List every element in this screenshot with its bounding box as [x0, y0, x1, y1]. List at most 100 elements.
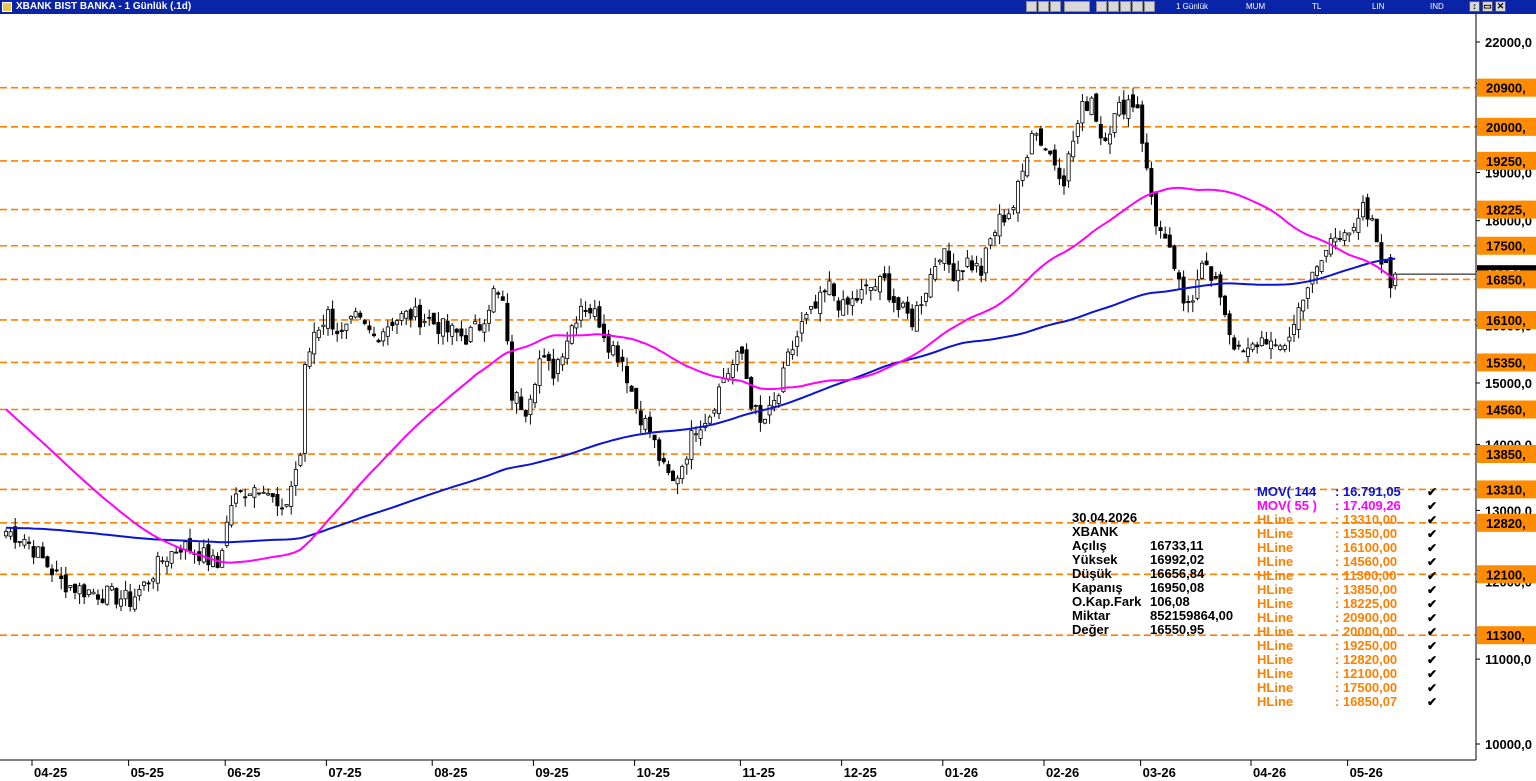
pencil-icon[interactable] [1120, 1, 1131, 12]
candle-body [1062, 175, 1067, 187]
chart-type-menu[interactable]: MUM [1246, 2, 1266, 11]
visibility-check-icon[interactable]: ✔ [1427, 513, 1438, 527]
legend-name: HLine [1257, 526, 1294, 541]
hline-tag: 18225, [1486, 203, 1526, 218]
candle-body [661, 458, 666, 463]
candle-body [339, 329, 344, 332]
print-icon[interactable] [1038, 1, 1049, 12]
candle-body [509, 341, 514, 401]
candle-body [385, 326, 390, 337]
visibility-check-icon[interactable]: ✔ [1427, 485, 1438, 499]
legend-row: HLine: 13850,00 ✔ [1257, 583, 1447, 598]
hline-tag: 16850, [1486, 272, 1526, 287]
candle-body [786, 351, 791, 366]
maximize-button[interactable]: ▭ [1482, 1, 1493, 12]
visibility-check-icon[interactable]: ✔ [1427, 681, 1438, 695]
candle-body [634, 387, 639, 410]
candle-body [873, 286, 878, 291]
legend-row: HLine: 14560,00 ✔ [1257, 555, 1447, 570]
period-menu[interactable]: 1 Günlük [1176, 2, 1209, 11]
mov144-line [5, 257, 1396, 544]
visibility-check-icon[interactable]: ✔ [1427, 695, 1438, 709]
candle-body [132, 596, 137, 610]
candle-body [1103, 137, 1108, 141]
candle-body [298, 454, 303, 466]
candle-body [933, 266, 938, 280]
visibility-check-icon[interactable]: ✔ [1427, 611, 1438, 625]
scale-menu[interactable]: LIN [1372, 2, 1385, 11]
candle-body [836, 300, 841, 311]
resize-button[interactable]: ↕ [1469, 1, 1480, 12]
symbol-box-icon[interactable] [1064, 1, 1090, 12]
candle-body [818, 291, 823, 314]
candle-body [220, 550, 225, 568]
hline-tag-bg [1477, 151, 1536, 170]
candle-body [988, 238, 993, 246]
candle-body [767, 404, 772, 416]
hline-tag: 17500, [1486, 239, 1526, 254]
candle-body [1351, 226, 1356, 232]
visibility-check-icon[interactable]: ✔ [1427, 527, 1438, 541]
candle-body [970, 260, 975, 271]
candle-body [574, 322, 579, 329]
candle-body [597, 306, 602, 328]
visibility-check-icon[interactable]: ✔ [1427, 639, 1438, 653]
settings-icon[interactable] [1132, 1, 1143, 12]
legend-value: : 16100,00 [1335, 540, 1398, 555]
draw-icon[interactable] [1108, 1, 1119, 12]
visibility-check-icon[interactable]: ✔ [1427, 597, 1438, 611]
visibility-check-icon[interactable]: ✔ [1427, 541, 1438, 555]
visibility-check-icon[interactable]: ✔ [1427, 667, 1438, 681]
visibility-check-icon[interactable]: ✔ [1427, 583, 1438, 597]
candle-body [680, 466, 685, 480]
price-chart[interactable]: 10000,011000,012000,013000,014000,015000… [0, 14, 1536, 781]
hline-tag-bg [1477, 270, 1536, 289]
candle-body [1236, 344, 1241, 347]
candle-body [1144, 142, 1149, 169]
candle-body [210, 555, 215, 567]
legend-name: MOV( 144 [1257, 484, 1317, 499]
candle-body [293, 469, 298, 486]
candle-body [1195, 279, 1200, 299]
copy-icon[interactable] [1050, 1, 1061, 12]
legend-name: HLine [1257, 568, 1294, 583]
x-tick-label: 04-25 [34, 765, 67, 780]
candle-body [602, 323, 607, 339]
candle-body [979, 265, 984, 276]
legend-row: HLine: 13310,00 ✔ [1257, 513, 1447, 528]
x-tick-label: 12-25 [844, 765, 877, 780]
candle-body [1094, 93, 1099, 122]
visibility-check-icon[interactable]: ✔ [1427, 569, 1438, 583]
zoom-icon[interactable] [1026, 1, 1037, 12]
legend-row: HLine: 11300,00 ✔ [1257, 568, 1447, 584]
visibility-check-icon[interactable]: ✔ [1427, 499, 1438, 513]
candle-body [63, 574, 68, 593]
visibility-check-icon[interactable]: ✔ [1427, 625, 1438, 639]
visibility-check-icon[interactable]: ✔ [1427, 653, 1438, 667]
candle-body [707, 416, 712, 424]
candle-body [141, 581, 146, 586]
legend-name: HLine [1257, 638, 1294, 653]
candle-body [671, 470, 676, 482]
candle-body [974, 262, 979, 267]
visibility-check-icon[interactable]: ✔ [1427, 555, 1438, 569]
save-icon[interactable] [1144, 1, 1155, 12]
candle-body [1052, 149, 1057, 166]
candle-body [1140, 104, 1145, 144]
hline-tag: 12100, [1486, 567, 1526, 582]
candle-body [233, 493, 238, 504]
hline-tag: 20900, [1486, 81, 1526, 96]
grid-icon[interactable] [1096, 1, 1107, 12]
close-button[interactable]: ✕ [1495, 1, 1506, 12]
hline-tag-bg [1477, 565, 1536, 584]
candle-body [431, 312, 436, 325]
candle-body [73, 583, 78, 593]
hline-tag-bg [1477, 480, 1536, 499]
currency-menu[interactable]: TL [1312, 2, 1322, 11]
legend-name: HLine [1257, 624, 1294, 639]
candle-body [588, 307, 593, 314]
candle-body [266, 493, 271, 496]
candle-body [381, 331, 386, 342]
indicator-menu[interactable]: IND [1430, 2, 1444, 11]
candle-body [1241, 350, 1246, 353]
